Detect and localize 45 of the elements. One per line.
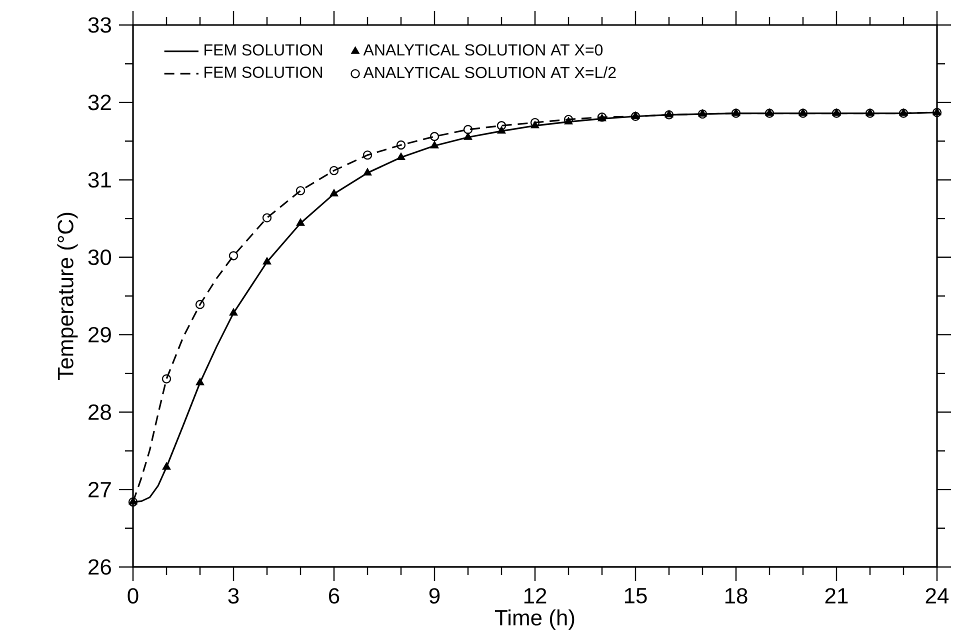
legend-label: ANALYTICAL SOLUTION AT X=L/2	[363, 66, 616, 78]
point	[396, 152, 406, 160]
point	[162, 462, 171, 470]
point	[329, 166, 339, 176]
point	[430, 141, 439, 148]
point	[463, 124, 473, 134]
point	[362, 150, 372, 160]
point	[262, 257, 272, 265]
point	[162, 374, 172, 384]
point	[496, 121, 506, 130]
point	[430, 132, 440, 142]
x-tick-label: 18	[725, 588, 748, 604]
point	[296, 186, 306, 196]
legend-label: FEM SOLUTION	[204, 66, 322, 78]
y-tick-label: 31	[88, 172, 111, 188]
y-tick-label: 26	[88, 559, 111, 575]
legend-label: ANALYTICAL SOLUTION AT X=0	[363, 44, 603, 56]
point	[262, 213, 272, 222]
y-axis-title: Temperature (°C)	[57, 212, 78, 380]
y-tick-label: 29	[88, 326, 111, 342]
point	[296, 218, 305, 226]
point	[363, 168, 372, 176]
point	[564, 114, 574, 124]
point	[396, 140, 406, 150]
x-axis-title: Time (h)	[494, 609, 574, 630]
point	[229, 308, 238, 316]
point	[195, 300, 205, 310]
x-tick-label: 6	[329, 588, 340, 604]
legend-label: FEM SOLUTION	[204, 44, 322, 56]
point	[196, 378, 204, 386]
y-tick-label: 32	[88, 94, 111, 110]
point	[464, 132, 472, 140]
point	[228, 251, 238, 260]
y-tick-label: 33	[88, 17, 111, 33]
x-tick-label: 24	[926, 588, 949, 604]
point	[330, 189, 338, 196]
x-tick-label: 12	[524, 588, 546, 604]
y-tick-label: 30	[88, 250, 112, 266]
x-tick-label: 15	[624, 588, 647, 604]
y-tick-label: 28	[88, 404, 111, 420]
y-tick-label: 27	[88, 482, 111, 498]
x-tick-label: 9	[429, 588, 440, 604]
x-tick-label: 21	[825, 588, 848, 604]
x-tick-label: 3	[228, 588, 239, 604]
x-tick-label: 0	[128, 588, 138, 604]
